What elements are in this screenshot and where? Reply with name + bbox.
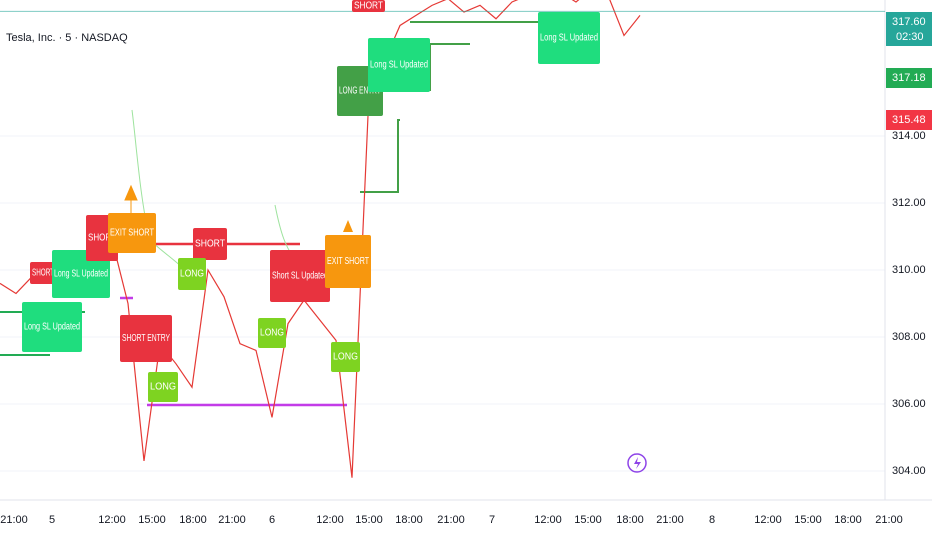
signal-label (148, 372, 178, 402)
x-tick-label: 12:00 (534, 514, 562, 526)
price-tag (886, 110, 932, 130)
signal-text: LONG (180, 269, 204, 280)
x-tick-label: 21:00 (656, 514, 684, 526)
signal-label (270, 250, 330, 302)
x-tick-label: 21:00 (0, 514, 28, 526)
signal-text: Long SL Updated (24, 322, 80, 333)
signal-text: SHORT (88, 233, 116, 244)
signal-label (22, 302, 82, 352)
signal-text: LONG ENTRY (339, 86, 381, 97)
y-tick-label: 312.00 (892, 197, 926, 209)
x-tick-label: 15:00 (574, 514, 602, 526)
x-tick-label: 7 (489, 514, 495, 526)
price-tag (886, 12, 932, 46)
signal-text: Short SL Updated (272, 271, 328, 282)
x-tick-label: 15:00 (794, 514, 822, 526)
x-tick-label: 21:00 (875, 514, 903, 526)
signal-text: SHORT (32, 268, 54, 279)
signal-text: Long SL Updated (540, 33, 598, 44)
x-tick-label: 18:00 (395, 514, 423, 526)
signal-label (368, 38, 430, 92)
x-tick-label: 6 (269, 514, 275, 526)
signal-label (178, 258, 206, 290)
x-tick-label: 12:00 (316, 514, 344, 526)
signal-text: SHORT (354, 1, 383, 12)
signal-text: EXIT SHORT (327, 256, 369, 267)
signal-label (120, 315, 172, 362)
signal-label (352, 0, 385, 12)
signal-label (258, 318, 286, 348)
x-tick-label: 18:00 (179, 514, 207, 526)
signal-arrow (343, 220, 353, 232)
signal-label (193, 228, 227, 260)
signal-text: SHORT (195, 239, 225, 250)
signal-label (325, 235, 371, 288)
x-tick-label: 12:00 (754, 514, 782, 526)
x-tick-label: 15:00 (355, 514, 383, 526)
signal-text: SHORT ENTRY (122, 333, 170, 344)
signal-label (538, 12, 600, 64)
x-tick-label: 21:00 (437, 514, 465, 526)
price-tag-text: 317.60 (892, 16, 926, 28)
signal-arrow (124, 184, 138, 213)
signal-text: Long SL Updated (370, 60, 428, 71)
signal-text: LONG (333, 352, 358, 363)
signal-text: EXIT SHORT (110, 228, 154, 239)
signal-label (331, 342, 360, 372)
y-tick-label: 308.00 (892, 331, 926, 343)
signal-text: LONG (260, 328, 284, 339)
y-tick-label: 310.00 (892, 264, 926, 276)
signal-label (52, 250, 110, 298)
y-tick-label: 306.00 (892, 398, 926, 410)
lightning-icon (627, 453, 647, 473)
symbol-title: Tesla, Inc. · 5 · NASDAQ (6, 32, 128, 44)
x-tick-label: 12:00 (98, 514, 126, 526)
x-tick-label: 18:00 (616, 514, 644, 526)
price-tag (886, 68, 932, 88)
y-tick-label: 304.00 (892, 465, 926, 477)
price-tag-text: 315.48 (892, 114, 926, 126)
y-tick-label: 314.00 (892, 130, 926, 142)
price-tag-time: 02:30 (896, 31, 924, 43)
signal-text: LONG (150, 382, 176, 393)
x-tick-label: 5 (49, 514, 55, 526)
x-tick-label: 15:00 (138, 514, 166, 526)
x-tick-label: 18:00 (834, 514, 862, 526)
price-tag-text: 317.18 (892, 72, 926, 84)
signal-label (30, 262, 56, 284)
x-tick-label: 8 (709, 514, 715, 526)
signal-label (108, 213, 156, 253)
signal-text: Long SL Updated (54, 269, 108, 280)
x-tick-label: 21:00 (218, 514, 246, 526)
